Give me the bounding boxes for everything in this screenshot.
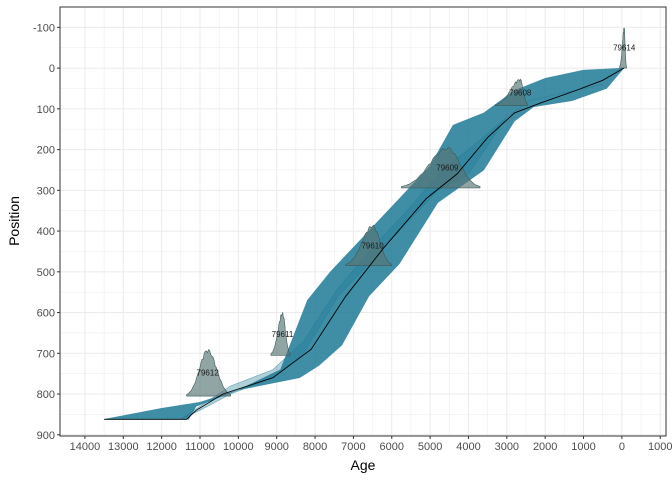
y-axis-title: Position	[6, 196, 22, 246]
distribution-79611	[270, 311, 291, 356]
x-tick-label: 6000	[380, 441, 404, 453]
y-tick-label: 800	[37, 389, 55, 401]
x-tick-label: 13000	[108, 441, 139, 453]
x-tick-label: 7000	[341, 441, 365, 453]
x-tick-label: 1000	[648, 441, 672, 453]
distribution-79609	[401, 146, 481, 189]
x-tick-label: 12000	[146, 441, 177, 453]
distribution-labels: 79614 79608 79609 79610 79611 79612	[197, 44, 636, 378]
y-tick-label: 200	[37, 145, 55, 157]
x-tick-label: 5000	[418, 441, 442, 453]
x-tick-label: 14000	[70, 441, 101, 453]
distribution-79612	[186, 348, 231, 397]
panel-border	[59, 6, 667, 437]
y-tick-label: 600	[37, 308, 55, 320]
grid-minor	[60, 7, 666, 436]
x-axis-title: Age	[351, 457, 376, 473]
y-tick-label: 700	[37, 348, 55, 360]
x-tick-label: 1000	[571, 441, 595, 453]
y-tick-label: 0	[49, 63, 55, 75]
x-tick-label: 3000	[495, 441, 519, 453]
median-line	[104, 67, 625, 420]
distribution-label-79611: 79611	[272, 330, 294, 339]
y-tick-label: 300	[37, 185, 55, 197]
y-tick-label: 500	[37, 267, 55, 279]
y-tick-label: -100	[33, 22, 55, 34]
x-tick-label: 8000	[303, 441, 327, 453]
y-tick-label: 900	[37, 430, 55, 442]
x-tick-label: 4000	[456, 441, 480, 453]
distribution-label-79614: 79614	[613, 44, 636, 53]
x-tick-label: 11000	[185, 441, 215, 453]
x-tick-label: 9000	[264, 441, 288, 453]
x-tick-label: 2000	[533, 441, 557, 453]
distribution-79608	[495, 78, 529, 106]
median-line-group	[104, 67, 625, 420]
grid-major	[60, 7, 666, 436]
x-tick-label: 10000	[223, 441, 254, 453]
x-axis: 14000 13000 12000 11000 10000 9000 8000 7000 600…	[70, 436, 672, 453]
distributions	[186, 27, 627, 397]
distribution-79614	[619, 27, 627, 69]
distribution-label-79610: 79610	[361, 241, 384, 250]
y-tick-label: 100	[37, 104, 55, 116]
distribution-label-79608: 79608	[509, 88, 532, 97]
y-axis: -100 0 100 200 300 400 500 600 700 800 900	[33, 22, 60, 442]
distribution-label-79612: 79612	[197, 369, 220, 378]
distribution-79610	[345, 224, 393, 266]
x-tick-label: 0	[619, 441, 625, 453]
y-tick-label: 400	[37, 226, 55, 238]
plot-background	[60, 7, 666, 436]
distribution-label-79609: 79609	[436, 164, 459, 173]
